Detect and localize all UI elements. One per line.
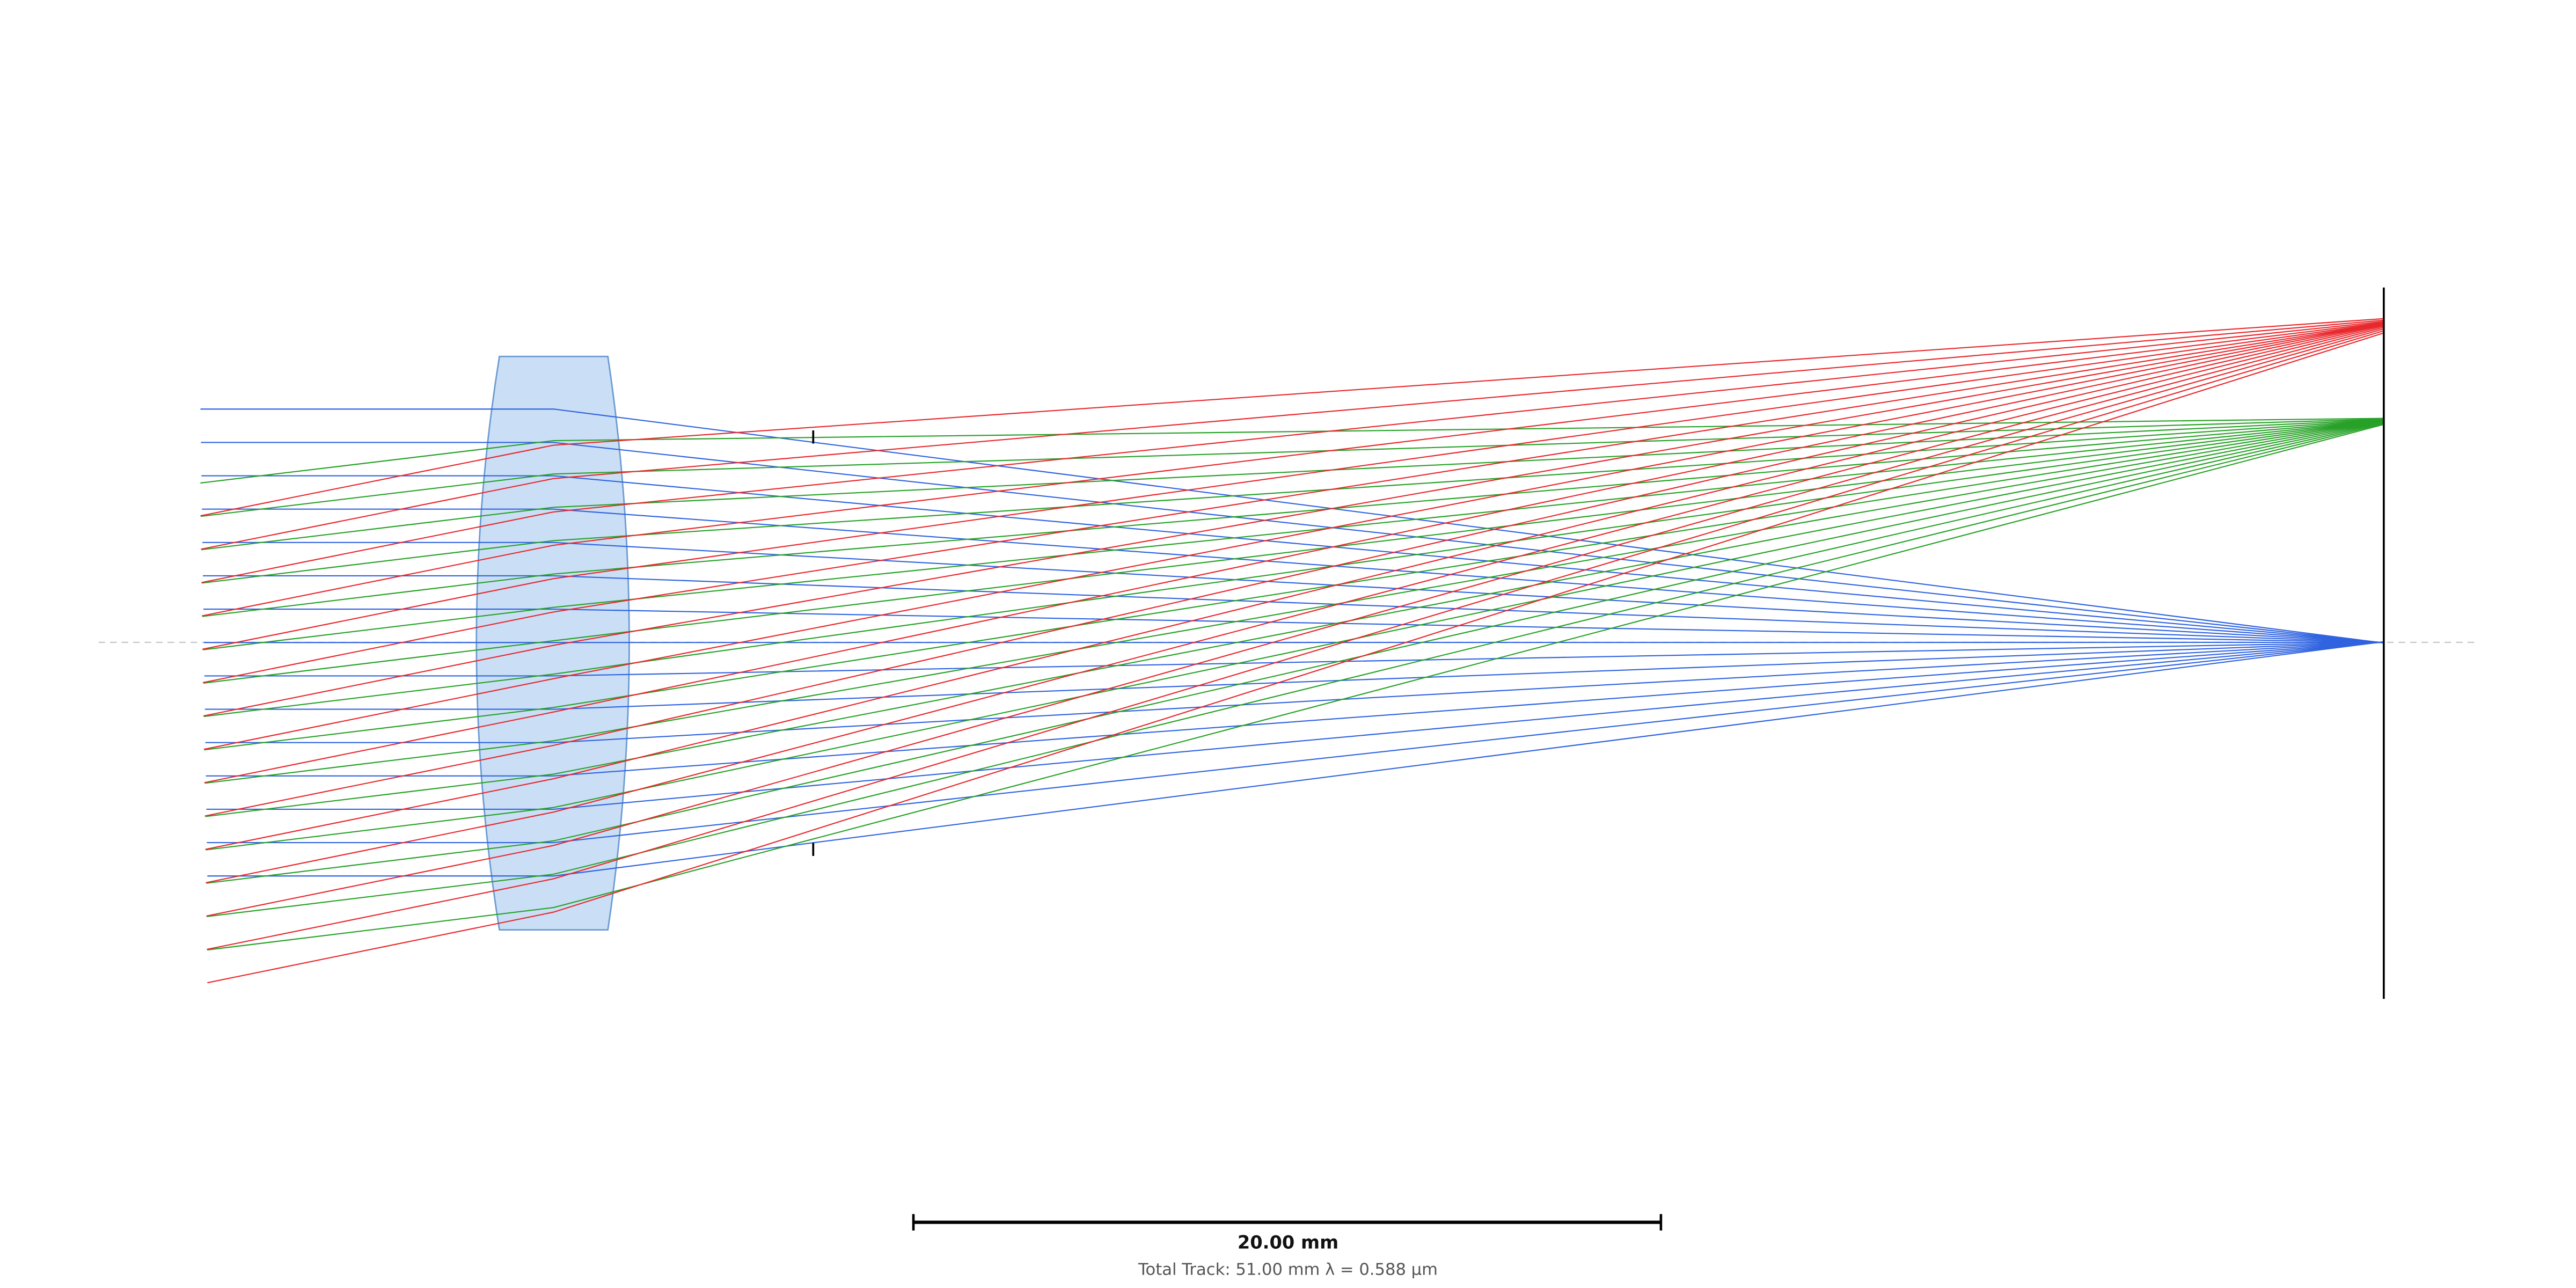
ray: [202, 420, 2384, 650]
ray: [201, 419, 2384, 551]
rays: [200, 318, 2384, 984]
ray: [200, 418, 2384, 484]
ray: [207, 330, 2384, 950]
ray: [202, 321, 2384, 617]
ray: [203, 609, 2384, 643]
ray: [206, 328, 2384, 917]
ray: [207, 423, 2384, 951]
ray: [203, 323, 2384, 750]
ray: [206, 641, 2384, 777]
ray: [205, 421, 2384, 817]
ray: [200, 318, 2384, 517]
ray: [201, 418, 2384, 517]
ray: [206, 422, 2384, 884]
ray: [207, 332, 2384, 984]
ray: [202, 419, 2384, 584]
ray: [203, 575, 2384, 643]
ray: [202, 323, 2384, 683]
ray: [205, 641, 2384, 743]
ray: [202, 508, 2384, 643]
footer-text: Total Track: 51.00 mm λ = 0.588 µm: [1138, 1261, 1438, 1279]
ray: [206, 421, 2384, 851]
ray: [205, 325, 2384, 850]
ray: [202, 420, 2384, 617]
ray: [203, 420, 2384, 684]
ray: [202, 541, 2384, 643]
ray: [200, 408, 2384, 644]
ray: [203, 323, 2384, 717]
ray: [204, 324, 2384, 817]
ray: [201, 475, 2384, 643]
ray: [207, 641, 2384, 877]
ray: [201, 442, 2384, 643]
ray: [206, 641, 2384, 810]
ray: [207, 423, 2384, 917]
ray: [204, 420, 2384, 784]
ray: [201, 319, 2384, 550]
ray: [204, 641, 2384, 710]
ray: [207, 641, 2384, 844]
ray: [202, 323, 2384, 650]
ray: [204, 324, 2384, 784]
scale-bar-label: 20.00 mm: [1238, 1232, 1338, 1253]
ray: [204, 420, 2384, 751]
ray: [201, 320, 2384, 583]
ray: [204, 641, 2384, 677]
ray: [203, 420, 2384, 718]
ray: [206, 326, 2384, 883]
